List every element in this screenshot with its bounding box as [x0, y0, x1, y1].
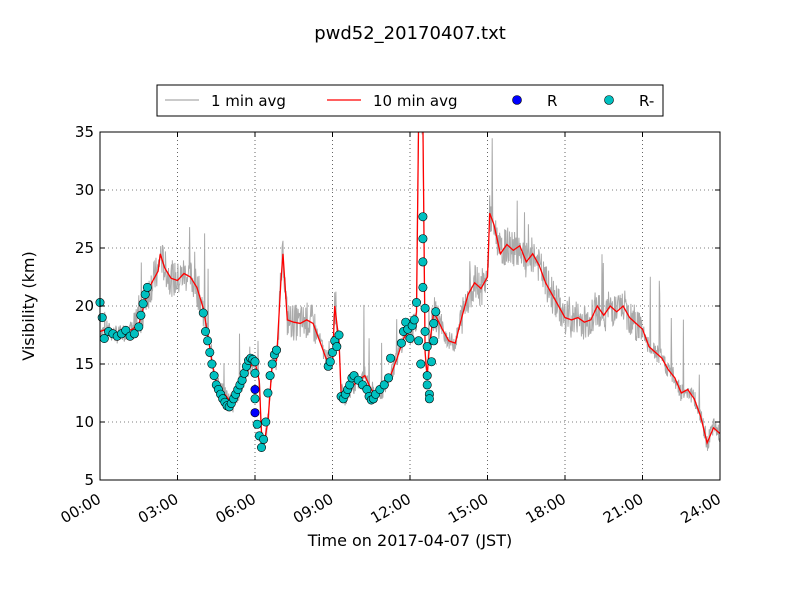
marker-r-minus: [414, 336, 424, 346]
marker-r-minus: [250, 394, 260, 404]
marker-r-minus: [431, 307, 441, 317]
marker-r-minus: [416, 359, 426, 369]
marker-r-minus: [418, 257, 428, 267]
x-tick-label: 03:00: [135, 490, 181, 527]
y-tick-label: 20: [75, 297, 94, 315]
axis-ticks: 00:00 03:00 06:00 09:00 12:00 15:00 18:00 21:00…: [58, 123, 724, 527]
marker-r-minus: [332, 342, 342, 352]
marker-r-minus: [203, 336, 213, 346]
x-tick-label: 00:00: [58, 490, 104, 527]
marker-r-minus: [97, 313, 107, 323]
marker-r-minus: [205, 347, 215, 357]
legend-label-10min: 10 min avg: [373, 92, 458, 110]
marker-r-minus: [265, 371, 275, 381]
legend-marker-r-minus: [604, 95, 614, 105]
marker-r: [250, 408, 260, 418]
marker-r-minus: [325, 357, 335, 367]
y-tick-label: 30: [75, 181, 94, 199]
marker-r-minus: [271, 345, 281, 355]
marker-r-minus: [418, 212, 428, 222]
y-tick-label: 25: [75, 239, 94, 257]
x-axis-label: Time on 2017-04-07 (JST): [307, 531, 512, 550]
marker-r-minus: [379, 380, 389, 390]
marker-r-minus: [422, 342, 432, 352]
marker-r-minus: [259, 434, 269, 444]
x-tick-label: 21:00: [600, 490, 646, 527]
y-tick-label: 10: [75, 413, 94, 431]
marker-r-minus: [198, 308, 208, 318]
marker-r: [250, 384, 260, 394]
legend: 1 min avg 10 min avg R R-: [156, 84, 664, 117]
marker-r-minus: [250, 357, 260, 367]
grid-lines: [100, 132, 720, 480]
marker-r-minus: [424, 394, 434, 404]
marker-r-minus: [209, 371, 219, 381]
marker-r-minus: [418, 282, 428, 292]
x-tick-label: 18:00: [523, 490, 569, 527]
marker-r-minus: [129, 329, 139, 339]
x-tick-label: 06:00: [213, 490, 259, 527]
x-tick-label: 15:00: [445, 490, 491, 527]
y-axis-label: Visibility (km): [19, 251, 38, 360]
marker-r-minus: [426, 357, 436, 367]
precip-markers: [95, 212, 441, 452]
y-tick-label: 5: [84, 471, 94, 489]
marker-r-minus: [420, 326, 430, 336]
legend-marker-r: [512, 95, 522, 105]
marker-r-minus: [420, 303, 430, 313]
y-tick-label: 35: [75, 123, 94, 141]
marker-r-minus: [422, 371, 432, 381]
marker-r-minus: [396, 338, 406, 348]
marker-r-minus: [418, 234, 428, 244]
chart-title: pwd52_20170407.txt: [314, 23, 506, 44]
marker-r-minus: [252, 419, 262, 429]
marker-r-minus: [261, 417, 271, 427]
y-tick-label: 15: [75, 355, 94, 373]
marker-r-minus: [422, 380, 432, 390]
x-tick-label: 12:00: [368, 490, 414, 527]
x-tick-label: 24:00: [678, 490, 724, 527]
marker-r-minus: [142, 282, 152, 292]
x-tick-label: 09:00: [290, 490, 336, 527]
marker-r-minus: [409, 315, 419, 325]
legend-label-1min: 1 min avg: [211, 92, 286, 110]
legend-label-r-minus: R-: [639, 92, 654, 110]
marker-r-minus: [138, 299, 148, 309]
marker-r-minus: [134, 322, 144, 332]
marker-r-minus: [263, 388, 273, 398]
marker-r-minus: [267, 359, 277, 369]
marker-r-minus: [207, 359, 217, 369]
marker-r-minus: [429, 336, 439, 346]
marker-r-minus: [201, 326, 211, 336]
legend-box: [156, 84, 664, 117]
marker-r-minus: [250, 368, 260, 378]
marker-r-minus: [405, 333, 415, 343]
legend-label-r: R: [547, 92, 557, 110]
marker-r-minus: [386, 353, 396, 363]
marker-r-minus: [256, 442, 266, 452]
marker-r-minus: [334, 330, 344, 340]
marker-r-minus: [429, 318, 439, 328]
marker-r-minus: [383, 373, 393, 383]
marker-r-minus: [136, 310, 146, 320]
marker-r-minus: [411, 297, 421, 307]
